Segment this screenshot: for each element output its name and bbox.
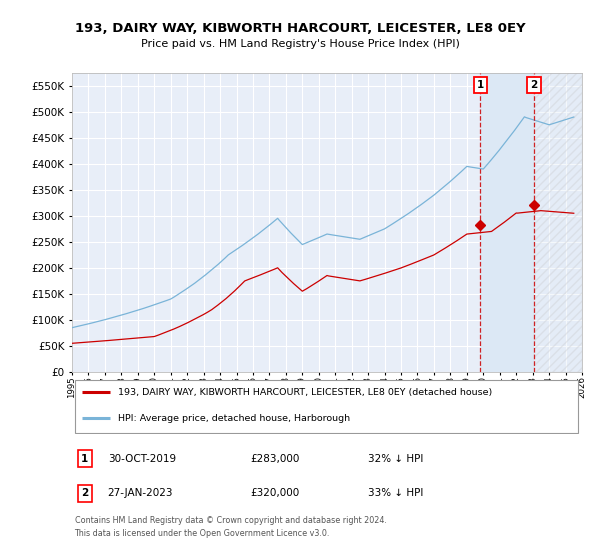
FancyBboxPatch shape xyxy=(74,380,578,433)
Text: 33% ↓ HPI: 33% ↓ HPI xyxy=(368,488,423,498)
Text: HPI: Average price, detached house, Harborough: HPI: Average price, detached house, Harb… xyxy=(118,414,350,423)
Text: Contains HM Land Registry data © Crown copyright and database right 2024.
This d: Contains HM Land Registry data © Crown c… xyxy=(74,516,386,538)
Text: 32% ↓ HPI: 32% ↓ HPI xyxy=(368,454,423,464)
Text: 193, DAIRY WAY, KIBWORTH HARCOURT, LEICESTER, LE8 0EY (detached house): 193, DAIRY WAY, KIBWORTH HARCOURT, LEICE… xyxy=(118,388,492,397)
Text: 30-OCT-2019: 30-OCT-2019 xyxy=(108,454,176,464)
Text: 193, DAIRY WAY, KIBWORTH HARCOURT, LEICESTER, LE8 0EY: 193, DAIRY WAY, KIBWORTH HARCOURT, LEICE… xyxy=(74,22,526,35)
Text: Price paid vs. HM Land Registry's House Price Index (HPI): Price paid vs. HM Land Registry's House … xyxy=(140,39,460,49)
Text: 1: 1 xyxy=(477,80,484,90)
Bar xyxy=(534,73,582,372)
Text: 2: 2 xyxy=(530,80,538,90)
Text: 2: 2 xyxy=(81,488,88,498)
Bar xyxy=(481,73,534,372)
Text: £320,000: £320,000 xyxy=(251,488,300,498)
Text: 27-JAN-2023: 27-JAN-2023 xyxy=(108,488,173,498)
Text: £283,000: £283,000 xyxy=(251,454,300,464)
Text: 1: 1 xyxy=(81,454,88,464)
Bar xyxy=(534,73,582,372)
